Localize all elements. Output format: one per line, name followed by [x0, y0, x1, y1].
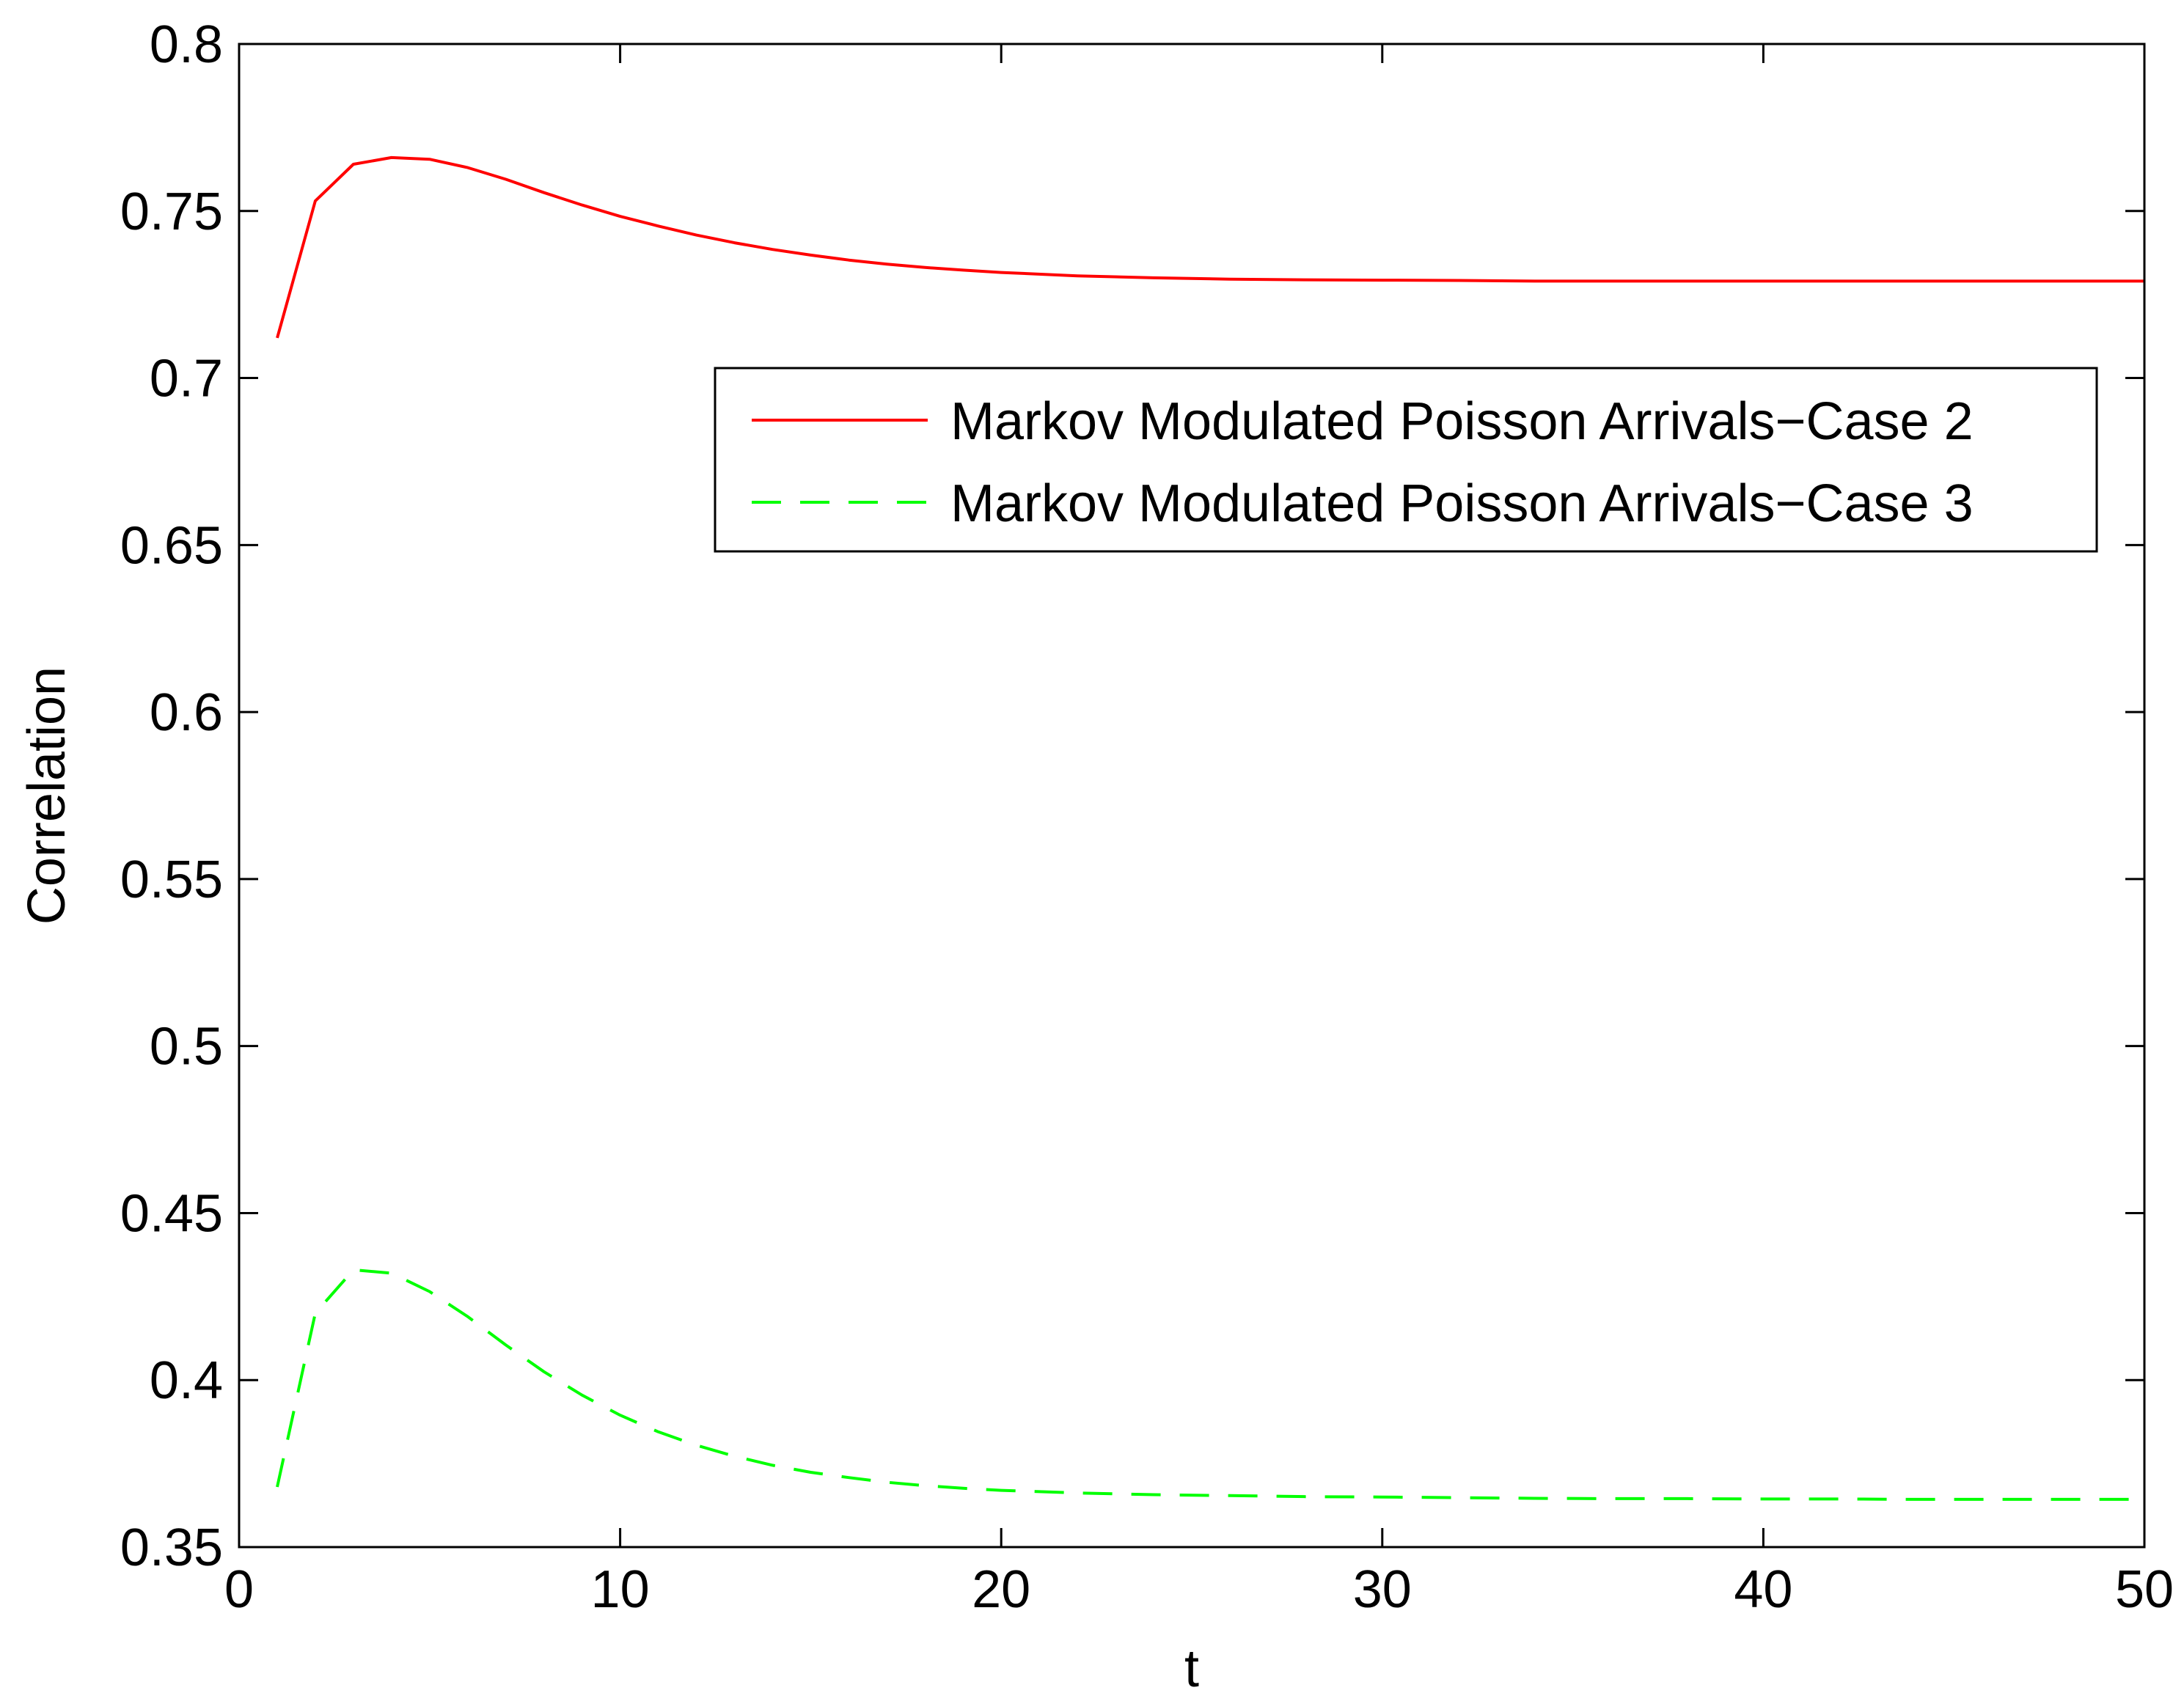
- x-tick-label: 0: [224, 1560, 254, 1619]
- x-axis-label: t: [1184, 1639, 1199, 1698]
- y-tick-label: 0.5: [150, 1018, 223, 1076]
- y-tick-label: 0.75: [120, 183, 223, 241]
- legend-box: [714, 367, 2098, 553]
- y-tick-label: 0.6: [150, 683, 223, 742]
- y-tick-label: 0.65: [120, 516, 223, 575]
- y-tick-label: 0.55: [120, 851, 223, 909]
- x-tick-label: 40: [1734, 1560, 1792, 1619]
- legend: Markov Modulated Poisson Arrivals−Case 2…: [714, 367, 2098, 553]
- ticks-layer: 0 10 20 30 40 50 0.35 0.4 0.45 0.5 0.55 0.6 0.65 0.7 0…: [120, 15, 2174, 1619]
- series-line-case-2: [276, 155, 2144, 339]
- y-axis-label: Correlation: [18, 666, 76, 925]
- y-tick-label: 0.7: [150, 350, 223, 408]
- y-tick-label: 0.4: [150, 1351, 223, 1410]
- x-tick-label: 20: [972, 1560, 1030, 1619]
- legend-label-case-2: Markov Modulated Poisson Arrivals−Case 2: [950, 392, 1974, 451]
- series-layer: [276, 155, 2144, 1501]
- y-tick-label: 0.8: [150, 15, 223, 74]
- x-tick-label: 10: [591, 1560, 650, 1619]
- y-tick-label: 0.35: [120, 1518, 223, 1577]
- series-line-case-3: [276, 1268, 2144, 1501]
- y-tick-label: 0.45: [120, 1184, 223, 1243]
- plot-area-frame: [238, 43, 2146, 1549]
- legend-label-case-3: Markov Modulated Poisson Arrivals−Case 3: [950, 474, 1974, 533]
- x-tick-label: 50: [2115, 1560, 2174, 1619]
- x-tick-label: 30: [1353, 1560, 1412, 1619]
